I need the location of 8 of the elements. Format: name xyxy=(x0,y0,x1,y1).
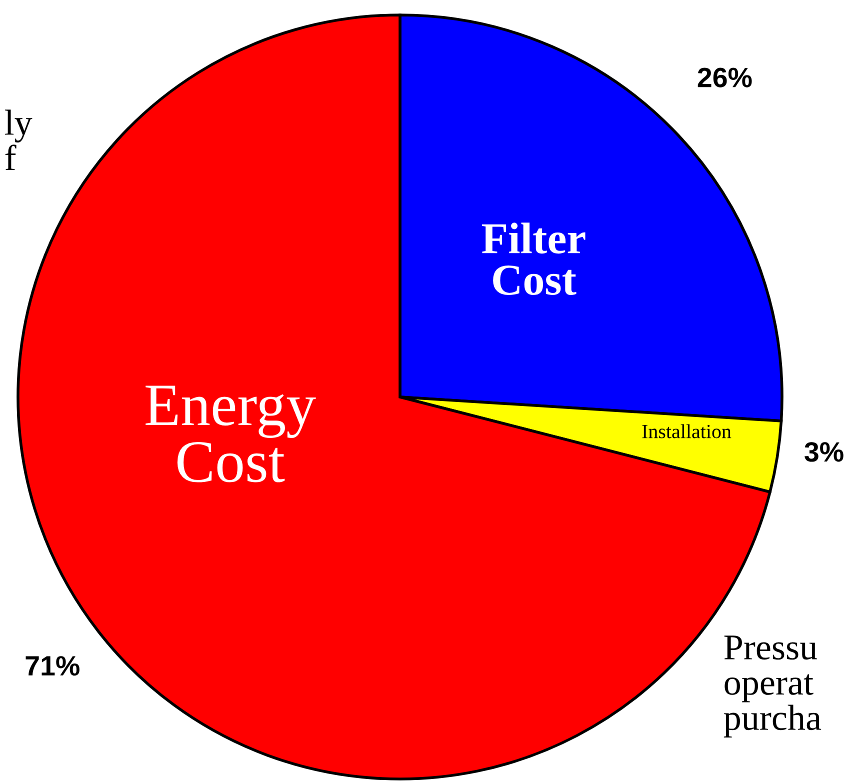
slice-label: Installation xyxy=(642,424,732,438)
data-label: 3% xyxy=(804,442,844,462)
text: ly f xyxy=(5,110,32,170)
text: Pressu operat purcha xyxy=(724,636,822,738)
data-label: 26% xyxy=(698,68,752,88)
slice-label: Filter Cost xyxy=(482,222,586,296)
slice-label: Energy Cost xyxy=(146,386,316,482)
data-label: 71% xyxy=(26,656,80,676)
